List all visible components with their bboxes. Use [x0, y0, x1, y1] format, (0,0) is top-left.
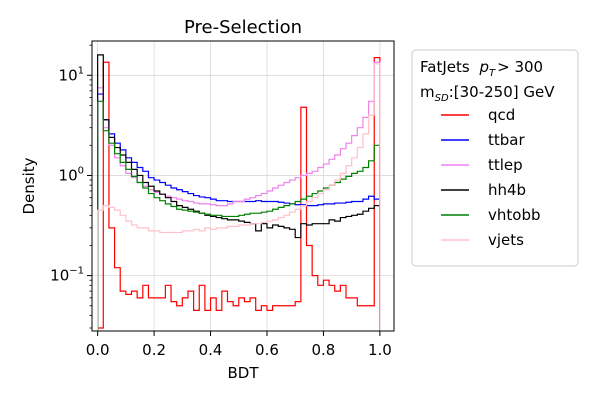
legend-header-fatjets: FatJets	[420, 58, 470, 76]
legend-header-line2: mSD:[30-250] GeV	[420, 83, 555, 104]
series-line-vjets	[97, 63, 381, 331]
legend-header-line1: FatJets pT > 300	[420, 58, 543, 79]
x-tick-label: 0.4	[199, 341, 223, 359]
x-tick-label: 0.0	[86, 341, 110, 359]
series-line-hh4b	[97, 54, 381, 331]
y-axis-title: Density	[20, 157, 38, 214]
legend-label-ttlep: ttlep	[488, 156, 523, 174]
y-tick-label: 101	[59, 65, 84, 84]
legend-label-qcd: qcd	[488, 106, 515, 124]
legend-label-ttbar: ttbar	[488, 131, 525, 149]
legend-header-pt-cut: > 300	[497, 58, 543, 76]
x-tick-label: 1.0	[368, 341, 392, 359]
series-line-ttbar	[97, 93, 381, 331]
x-axis: 0.0 0.2 0.4 0.6 0.8 1.0	[86, 331, 392, 359]
legend-label-vjets: vjets	[488, 231, 524, 249]
legend-box	[411, 49, 579, 267]
y-tick-label: 10−1	[50, 266, 84, 285]
legend-label-vhtobb: vhtobb	[488, 206, 541, 224]
x-tick-label: 0.2	[142, 341, 166, 359]
chart-title: Pre-Selection	[184, 17, 302, 38]
legend-items: qcd ttbar ttlep hh4b vhtobb vjets	[441, 106, 541, 249]
y-axis: 10−1 100 101	[50, 44, 92, 329]
y-tick-label: 100	[59, 165, 84, 184]
x-tick-label: 0.8	[312, 341, 336, 359]
series-layer	[97, 54, 381, 331]
legend-header-msd-range: [30-250] GeV	[454, 83, 555, 101]
x-axis-title: BDT	[227, 364, 259, 382]
legend-label-hh4b: hh4b	[488, 181, 526, 199]
x-tick-label: 0.6	[255, 341, 279, 359]
plot-frame	[91, 40, 395, 332]
legend: FatJets pT > 300 mSD:[30-250] GeV qcd ttba…	[411, 49, 579, 267]
series-line-qcd	[97, 57, 381, 331]
